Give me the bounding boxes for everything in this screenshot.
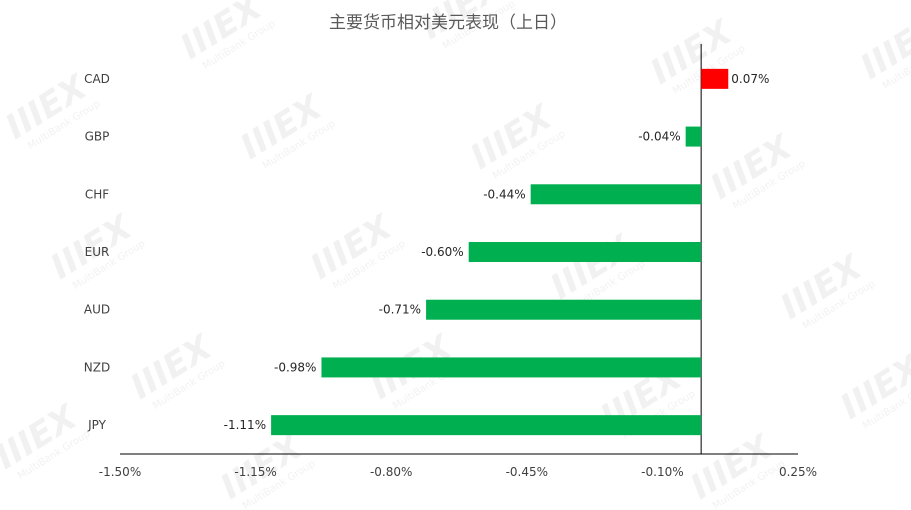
- category-label: JPY: [87, 418, 107, 432]
- category-label: CHF: [85, 187, 109, 201]
- bar-aud: [426, 299, 702, 320]
- x-tick-label: -0.80%: [370, 465, 412, 479]
- bar-jpy: [271, 415, 702, 436]
- x-tick-label: -0.10%: [641, 465, 683, 479]
- bar-chf: [530, 184, 702, 205]
- category-label: GBP: [85, 130, 110, 144]
- plot-area: -1.50% -1.15% -0.80% -0.45% -0.10% 0.25% CAD 0.…: [84, 44, 817, 479]
- data-label: 0.07%: [731, 72, 769, 86]
- bar-nzd: [321, 357, 702, 378]
- category-label: NZD: [84, 360, 110, 374]
- x-tick-label: -0.45%: [506, 465, 548, 479]
- bar-cad: [701, 68, 729, 89]
- data-label: -0.60%: [421, 245, 463, 259]
- data-label: -0.04%: [638, 130, 680, 144]
- data-label: -0.71%: [379, 303, 421, 317]
- x-tick-label: -1.50%: [99, 465, 141, 479]
- category-label: AUD: [84, 303, 110, 317]
- chart-title: 主要货币相对美元表现（上日）: [329, 13, 567, 33]
- data-label: -1.11%: [224, 418, 266, 432]
- data-label: -0.44%: [483, 187, 525, 201]
- data-label: -0.98%: [274, 360, 316, 374]
- bar-gbp: [685, 126, 702, 147]
- category-label: EUR: [85, 245, 110, 259]
- category-label: CAD: [84, 72, 110, 86]
- x-tick-label: 0.25%: [779, 465, 817, 479]
- x-tick-label: -1.15%: [234, 465, 276, 479]
- bar-eur: [468, 242, 702, 262]
